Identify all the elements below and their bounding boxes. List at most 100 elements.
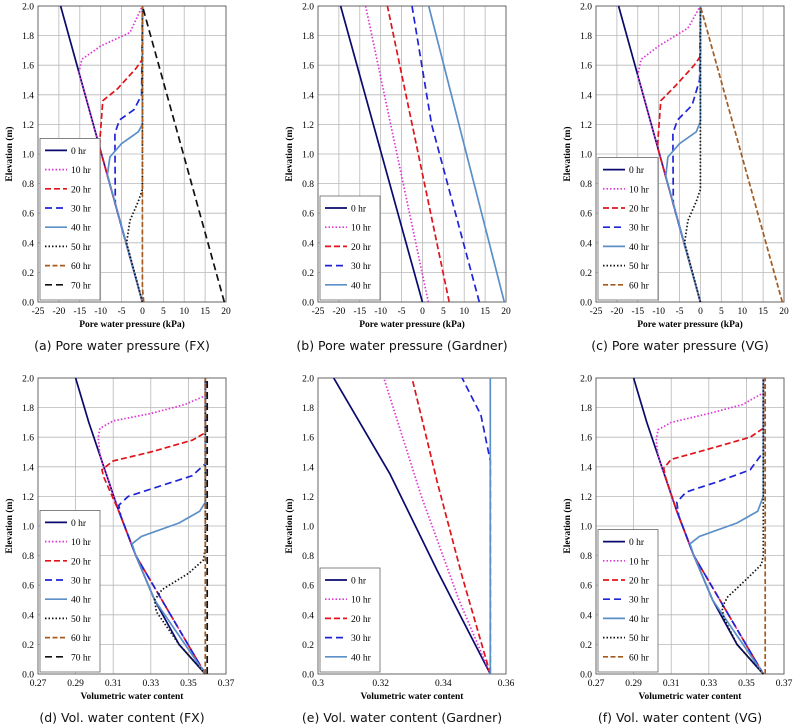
y-tick-label: 1.0 (580, 523, 592, 533)
series-line-30hr (461, 377, 492, 674)
y-tick-label: 2.0 (580, 3, 592, 13)
y-tick-label: 1.6 (580, 62, 592, 72)
legend-label: 10 hr (629, 185, 650, 195)
y-tick-label: 1.8 (580, 404, 592, 414)
legend-box (39, 509, 101, 673)
legend: 0 hr 10 hr 20 hr 30 hr 40 hr 50 hr 60 hr 70 hr (39, 137, 101, 301)
legend-box (319, 195, 381, 301)
x-tick-label: 15 (200, 307, 210, 317)
legend-label: 40 hr (71, 224, 92, 234)
y-tick-label: 1.2 (22, 493, 34, 503)
x-tick-label: 5 (719, 307, 724, 317)
y-tick-label: 0.0 (22, 299, 34, 309)
x-tick-label: -25 (32, 307, 45, 317)
legend-label: 50 hr (629, 262, 650, 272)
x-tick-label: -5 (118, 307, 126, 317)
y-tick-label: 0.2 (580, 269, 592, 279)
legend-label: 20 hr (351, 243, 372, 253)
y-tick-label: 0.0 (302, 671, 314, 681)
legend-label: 0 hr (351, 205, 367, 215)
x-tick-label: 15 (758, 307, 768, 317)
x-tick-label: -10 (374, 307, 387, 317)
y-tick-label: 0.4 (580, 611, 592, 621)
y-tick-label: 0.4 (580, 239, 592, 249)
y-tick-label: 1.2 (580, 121, 592, 131)
legend-label: 70 hr (71, 281, 92, 291)
x-tick-label: 10 (737, 307, 747, 317)
x-tick-label: 0 (140, 307, 145, 317)
y-tick-label: 0.2 (302, 641, 314, 651)
x-tick-label: 20 (501, 307, 511, 317)
y-tick-label: 1.8 (302, 32, 314, 42)
x-tick-label: -15 (631, 307, 644, 317)
legend-label: 20 hr (71, 185, 92, 195)
legend: 0 hr 10 hr 20 hr 30 hr 40 hr (319, 567, 381, 673)
legend-label: 20 hr (351, 615, 372, 625)
y-tick-label: 1.0 (302, 151, 314, 161)
x-tick-label: 5 (441, 307, 446, 317)
y-tick-label: 1.8 (22, 32, 34, 42)
x-tick-label: 0.33 (700, 679, 717, 689)
series-line-20hr (386, 5, 451, 303)
series-line-10hr (364, 5, 430, 303)
y-tick-label: 0.4 (22, 239, 34, 249)
y-tick-label: 1.8 (580, 32, 592, 42)
x-tick-label: 0.35 (738, 679, 755, 689)
y-tick-label: 0.0 (580, 671, 592, 681)
legend-label: 50 hr (71, 615, 92, 625)
y-tick-label: 1.4 (580, 91, 592, 101)
y-tick-label: 1.6 (580, 434, 592, 444)
legend-label: 40 hr (629, 615, 650, 625)
panel-caption: (d) Vol. water content (FX) (39, 710, 204, 725)
x-tick-label: 10 (179, 307, 189, 317)
y-tick-label: 1.2 (302, 493, 314, 503)
y-tick-label: 0.2 (22, 641, 34, 651)
y-axis-label: Elevation (m) (4, 498, 15, 553)
y-axis-label: Elevation (m) (284, 498, 295, 553)
panel-caption: (e) Vol. water content (Gardner) (302, 710, 502, 725)
x-tick-label: -10 (94, 307, 107, 317)
x-tick-label: -25 (312, 307, 325, 317)
series-line-0hr (339, 5, 424, 303)
x-tick-label: 5 (161, 307, 166, 317)
legend-label: 20 hr (71, 557, 92, 567)
series-line-40hr (131, 378, 207, 675)
chart-panel-2: 0.00.20.40.60.81.01.21.41.61.82.0-25 -20-… (284, 3, 511, 354)
legend-label: 40 hr (71, 596, 92, 606)
legend-label: 0 hr (351, 577, 367, 587)
y-tick-label: 0.2 (580, 641, 592, 651)
x-tick-label: 20 (779, 307, 789, 317)
plot-frame (37, 377, 227, 675)
series-line-10hr (636, 5, 702, 303)
series-line-60hr (141, 6, 145, 303)
y-tick-label: 1.6 (302, 62, 314, 72)
legend-label: 60 hr (629, 281, 650, 291)
y-tick-label: 0.8 (302, 180, 314, 190)
y-tick-label: 0.6 (580, 210, 592, 220)
chart-panel-4: 0.0 0.2 0.4 0.6 0.8 1.0 1.2 1.4 1.6 1.8 2.0 0.27 0.2… (4, 375, 235, 726)
legend-box (597, 157, 659, 301)
legend-label: 30 hr (71, 577, 92, 587)
x-tick-label: -20 (333, 307, 346, 317)
series-line-30hr (117, 378, 207, 675)
y-tick-label: 1.2 (580, 493, 592, 503)
series-line-10hr (382, 377, 492, 675)
y-tick-label: 1.8 (302, 404, 314, 414)
series-line-0hr (332, 377, 492, 675)
y-tick-label: 1.0 (302, 523, 314, 533)
plot-frame (595, 5, 785, 303)
y-tick-label: 2.0 (22, 3, 34, 13)
series-line-10hr (78, 5, 144, 303)
legend-label: 10 hr (351, 224, 372, 234)
y-tick-label: 1.0 (22, 151, 34, 161)
chart-panel-1: 0.00.20.40.60.81.01.21.41.61.82.0-25 -20-… (4, 3, 231, 354)
y-tick-label: 0.8 (22, 552, 34, 562)
series-line-50hr (683, 6, 702, 303)
x-tick-label: 0.37 (218, 679, 235, 689)
series-line-40hr (427, 5, 506, 303)
y-axis-label: Elevation (m) (562, 498, 573, 553)
legend-label: 70 hr (71, 653, 92, 663)
legend-label: 40 hr (629, 243, 650, 253)
y-tick-label: 0.2 (22, 269, 34, 279)
plot-frame (595, 377, 785, 675)
